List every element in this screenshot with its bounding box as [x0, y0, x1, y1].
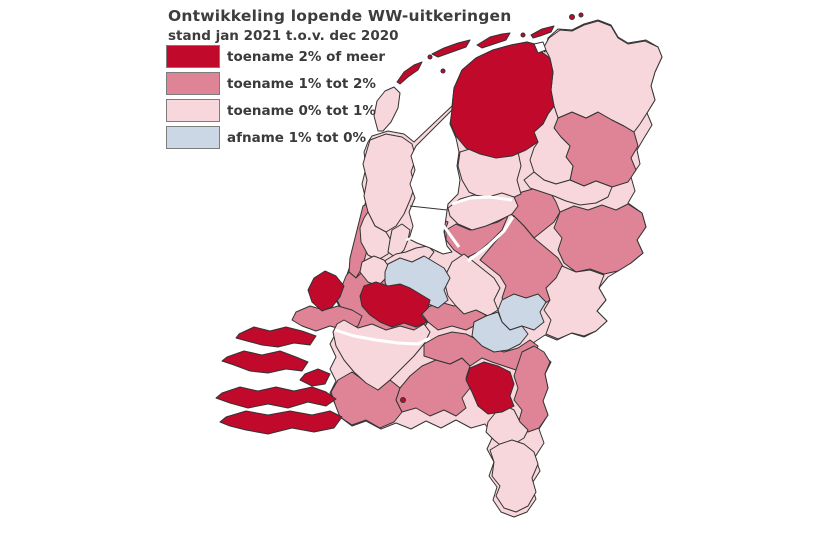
page-title: Ontwikkeling lopende WW-uitkeringen — [168, 7, 512, 25]
region-noord-limburg[interactable] — [513, 345, 551, 433]
region-tholen[interactable] — [299, 368, 331, 387]
region-walcheren-bevelanden[interactable] — [215, 386, 337, 409]
legend-item: toename 2% of meer — [166, 45, 385, 68]
region-flevoland[interactable] — [447, 192, 519, 231]
region-vlieland[interactable] — [396, 61, 423, 85]
legend-item: toename 0% tot 1% — [166, 99, 385, 122]
region-achterhoek[interactable] — [543, 265, 608, 340]
region-zuidwest-drenthe[interactable] — [523, 171, 613, 206]
legend-swatch-medium-pink — [166, 72, 220, 95]
ijsselmeer-markermeer-water — [408, 109, 461, 255]
region-twente[interactable] — [553, 203, 647, 275]
region-friesland[interactable] — [449, 41, 555, 159]
region-texel[interactable] — [373, 86, 401, 132]
wadden-islet[interactable] — [520, 32, 526, 38]
legend-label: toename 0% tot 1% — [227, 102, 376, 119]
header: Ontwikkeling lopende WW-uitkeringen stan… — [168, 7, 511, 44]
region-kop-van-noord-holland[interactable] — [362, 133, 417, 233]
randmeren-water — [467, 216, 515, 263]
region-goeree-overflakkee[interactable] — [235, 326, 317, 348]
legend-item: toename 1% tot 2% — [166, 72, 385, 95]
region-ameland[interactable] — [476, 32, 511, 49]
biesbosch-water — [334, 328, 431, 346]
region-zuidelijk-flevoland[interactable] — [445, 215, 509, 259]
region-zeeuws-vlaanderen[interactable] — [219, 410, 343, 435]
wadden-islet[interactable] — [578, 12, 584, 18]
ij-water — [405, 223, 445, 242]
gooimeer-water — [441, 224, 461, 248]
region-rijk-van-nijmegen[interactable] — [471, 311, 529, 353]
region-baarle-nassau[interactable] — [400, 397, 406, 403]
page-subtitle: stand jan 2021 t.o.v. dec 2020 — [168, 28, 399, 44]
legend-swatch-dark-red — [166, 45, 220, 68]
legend-label: toename 2% of meer — [227, 48, 386, 65]
ketelmeer-water — [451, 195, 513, 206]
legend-label: afname 1% tot 0% — [227, 129, 367, 146]
wadden-islet[interactable] — [440, 68, 446, 74]
houtribdijk-line — [409, 205, 448, 211]
region-schiermonnikoog[interactable] — [530, 25, 555, 39]
legend-swatch-light-pink — [166, 99, 220, 122]
region-midden-brabant[interactable] — [395, 357, 471, 417]
region-food-valley[interactable] — [444, 253, 501, 317]
region-zuidoost-brabant[interactable] — [465, 361, 515, 415]
region-zuid-limburg[interactable] — [489, 439, 539, 513]
region-zaanstreek-waterland[interactable] — [387, 223, 411, 259]
region-terschelling[interactable] — [431, 39, 471, 58]
legend-swatch-light-blue — [166, 126, 220, 149]
region-schouwen-duiveland[interactable] — [221, 350, 309, 374]
region-groningen[interactable] — [543, 20, 663, 133]
region-rijnmond[interactable] — [359, 281, 431, 328]
wadden-islet[interactable] — [427, 54, 433, 60]
legend-label: toename 1% tot 2% — [227, 75, 376, 92]
lauwersmeer-water — [533, 41, 547, 54]
wadden-islet[interactable] — [569, 14, 575, 20]
map-legend: toename 2% of meer toename 1% tot 2% toe… — [166, 45, 385, 149]
legend-item: afname 1% tot 0% — [166, 126, 385, 149]
region-haaglanden[interactable] — [307, 270, 345, 312]
